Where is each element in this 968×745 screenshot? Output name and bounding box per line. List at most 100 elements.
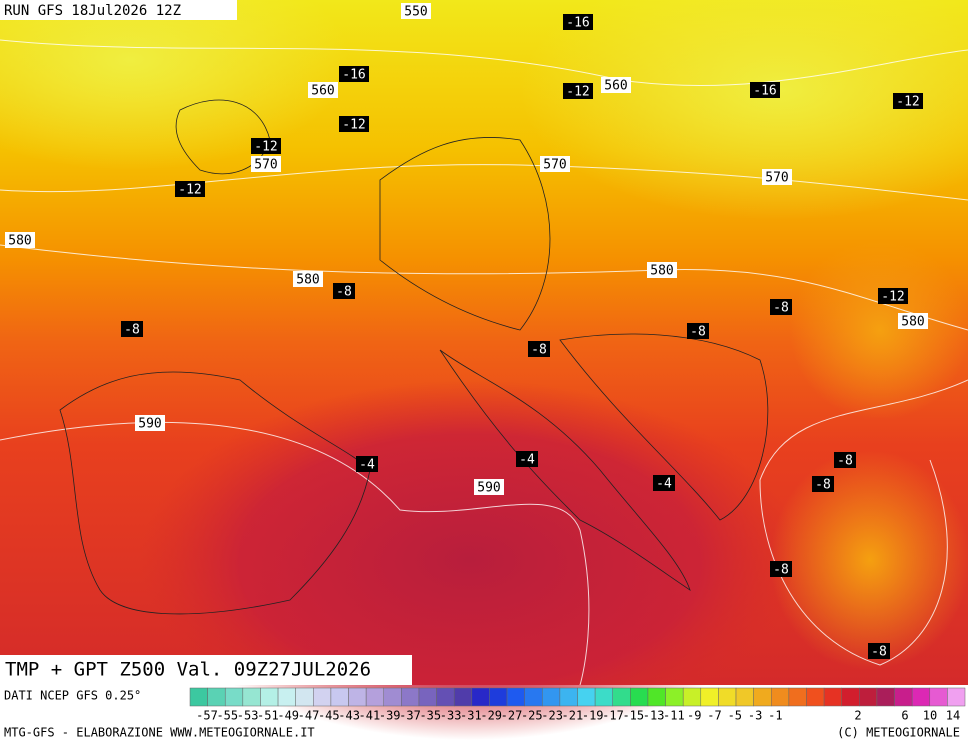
height-label-box	[293, 271, 323, 287]
scale-swatch	[277, 687, 296, 707]
temperature-label-box	[339, 66, 369, 82]
temperature-label-box	[333, 283, 355, 299]
temperature-label-box	[770, 561, 792, 577]
height-label-box	[135, 415, 165, 431]
temperature-label-box	[812, 476, 834, 492]
scale-swatch	[295, 687, 314, 707]
scale-swatch	[735, 687, 754, 707]
contours	[0, 39, 968, 686]
height-label: 580	[296, 273, 319, 288]
scale-label: -15	[622, 709, 644, 723]
temperature-label: -8	[690, 325, 706, 340]
temperature-label-box	[687, 323, 709, 339]
scale-swatch	[718, 687, 737, 707]
temperature-label-box	[121, 321, 143, 337]
height-label: 560	[604, 79, 627, 94]
scale-swatch	[207, 687, 226, 707]
scale-label: -25	[521, 709, 543, 723]
scale-label: -19	[582, 709, 604, 723]
scale-label: -53	[237, 709, 259, 723]
scale-swatch	[771, 687, 790, 707]
temperature-label: -16	[753, 84, 776, 99]
scale-swatch	[489, 687, 508, 707]
scale-swatch	[947, 687, 966, 707]
header-box	[0, 0, 237, 20]
scale-swatch	[876, 687, 895, 707]
temperature-label: -8	[336, 285, 352, 300]
scale-swatch	[841, 687, 860, 707]
scale-label: -31	[460, 709, 482, 723]
scale-swatch	[682, 687, 702, 707]
scale-swatch	[929, 687, 948, 707]
scale-label: 14	[946, 709, 960, 723]
temperature-label: -4	[656, 477, 672, 492]
temperature-label-box	[653, 475, 675, 491]
scale-swatch	[330, 687, 349, 707]
scale-label: -9	[687, 709, 701, 723]
temperature-label: -8	[124, 323, 140, 338]
height-label-box	[251, 156, 281, 172]
scale-label: 6	[901, 709, 908, 723]
temperature-label: -12	[896, 95, 919, 110]
title-box	[0, 655, 412, 685]
temperature-label-box	[834, 452, 856, 468]
scale-label: 2	[854, 709, 861, 723]
temperature-label-box	[770, 299, 792, 315]
temperature-label: -8	[531, 343, 547, 358]
temperature-label-box	[878, 288, 908, 304]
copyright: (C) METEOGIORNALE	[837, 726, 960, 740]
temperature-label: -8	[837, 454, 853, 469]
scale-label: -57	[196, 709, 218, 723]
temperature-label: -12	[178, 183, 201, 198]
height-label-box	[308, 82, 338, 98]
temperature-label: -8	[773, 563, 789, 578]
scale-swatch	[577, 687, 596, 707]
scale-swatch	[189, 687, 208, 707]
temperature-label: -16	[566, 16, 589, 31]
scale-label: -39	[379, 709, 401, 723]
temperature-label-box	[251, 138, 281, 154]
temperature-label-box	[528, 341, 550, 357]
height-label-box	[647, 262, 677, 278]
scale-swatch	[418, 687, 437, 707]
borders	[59, 99, 769, 615]
scale-label: -7	[707, 709, 721, 723]
temperature-label-box	[750, 82, 780, 98]
scale-label: -45	[318, 709, 340, 723]
scale-swatch	[348, 687, 367, 707]
scale-swatch	[524, 687, 543, 707]
height-label-box	[474, 479, 504, 495]
source: DATI NCEP GFS 0.25°	[4, 689, 141, 703]
scale-label: -51	[257, 709, 279, 723]
scale-swatch	[894, 687, 913, 707]
scale-label: -43	[338, 709, 360, 723]
scale-label: -47	[298, 709, 320, 723]
scale-swatch	[823, 687, 842, 707]
height-label: 580	[901, 315, 924, 330]
scale-swatch	[383, 687, 402, 707]
scale-swatch	[753, 687, 772, 707]
scale-swatch	[506, 687, 525, 707]
temperature-label-box	[563, 83, 593, 99]
height-label: 550	[404, 5, 427, 20]
temperature-label-box	[339, 116, 369, 132]
scale-swatch	[700, 687, 719, 707]
height-label-box	[898, 313, 928, 329]
height-label: 590	[477, 481, 500, 496]
height-label: 590	[138, 417, 161, 432]
temperature-label: -16	[342, 68, 365, 83]
temperature-label-box	[516, 451, 538, 467]
temperature-label: -12	[254, 140, 277, 155]
scale-label: -1	[768, 709, 782, 723]
temperature-label: -8	[773, 301, 789, 316]
height-label-box	[762, 169, 792, 185]
scale-swatch	[665, 687, 684, 707]
temperature-label: -4	[359, 458, 375, 473]
scale-label: -33	[440, 709, 462, 723]
scale-label: -5	[728, 709, 742, 723]
scale-label: -41	[359, 709, 381, 723]
scale-swatch	[471, 687, 490, 707]
temperature-label: -12	[566, 85, 589, 100]
